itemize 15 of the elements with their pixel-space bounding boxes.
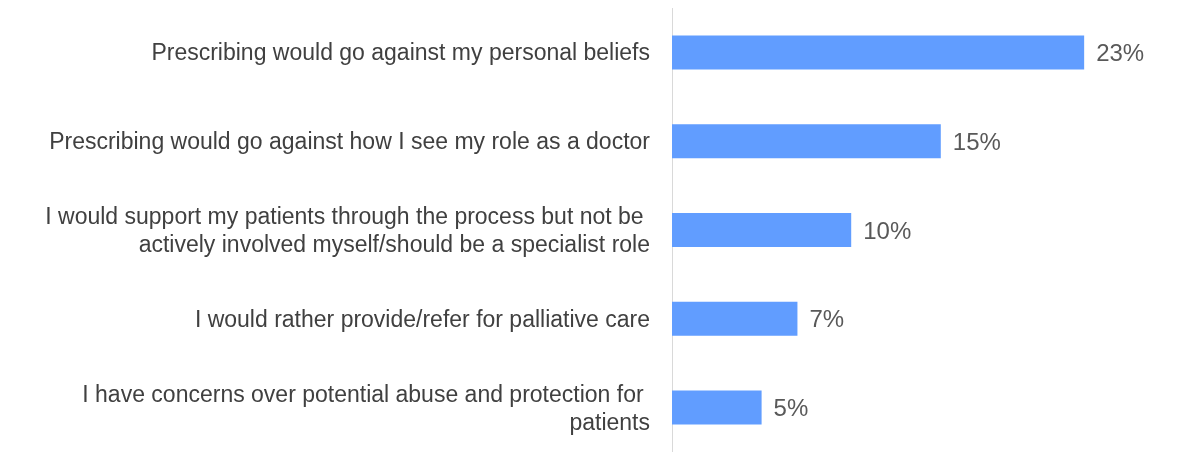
y-tick-label: I would support my patients through the process but not be actively involved myself/should be a specialist role [45, 203, 650, 257]
bar [672, 213, 852, 247]
data-label: 5% [773, 394, 809, 422]
data-label: 23% [1096, 38, 1145, 66]
y-tick-label: Prescribing would go against how I see my role as a doctor [49, 128, 651, 155]
data-label: 15% [952, 127, 1001, 155]
bar [672, 301, 798, 336]
y-tick-label: I have concerns over potential abuse and protection for patients [82, 380, 650, 435]
y-tick-label: Prescribing would go against my personal beliefs [151, 39, 650, 66]
y-tick-label: I would rather provide/refer for palliative care [194, 305, 650, 332]
data-label: 10% [863, 216, 912, 244]
bar [672, 390, 762, 425]
bar [672, 124, 941, 159]
data-label: 7% [809, 305, 845, 333]
bar [672, 35, 1085, 70]
